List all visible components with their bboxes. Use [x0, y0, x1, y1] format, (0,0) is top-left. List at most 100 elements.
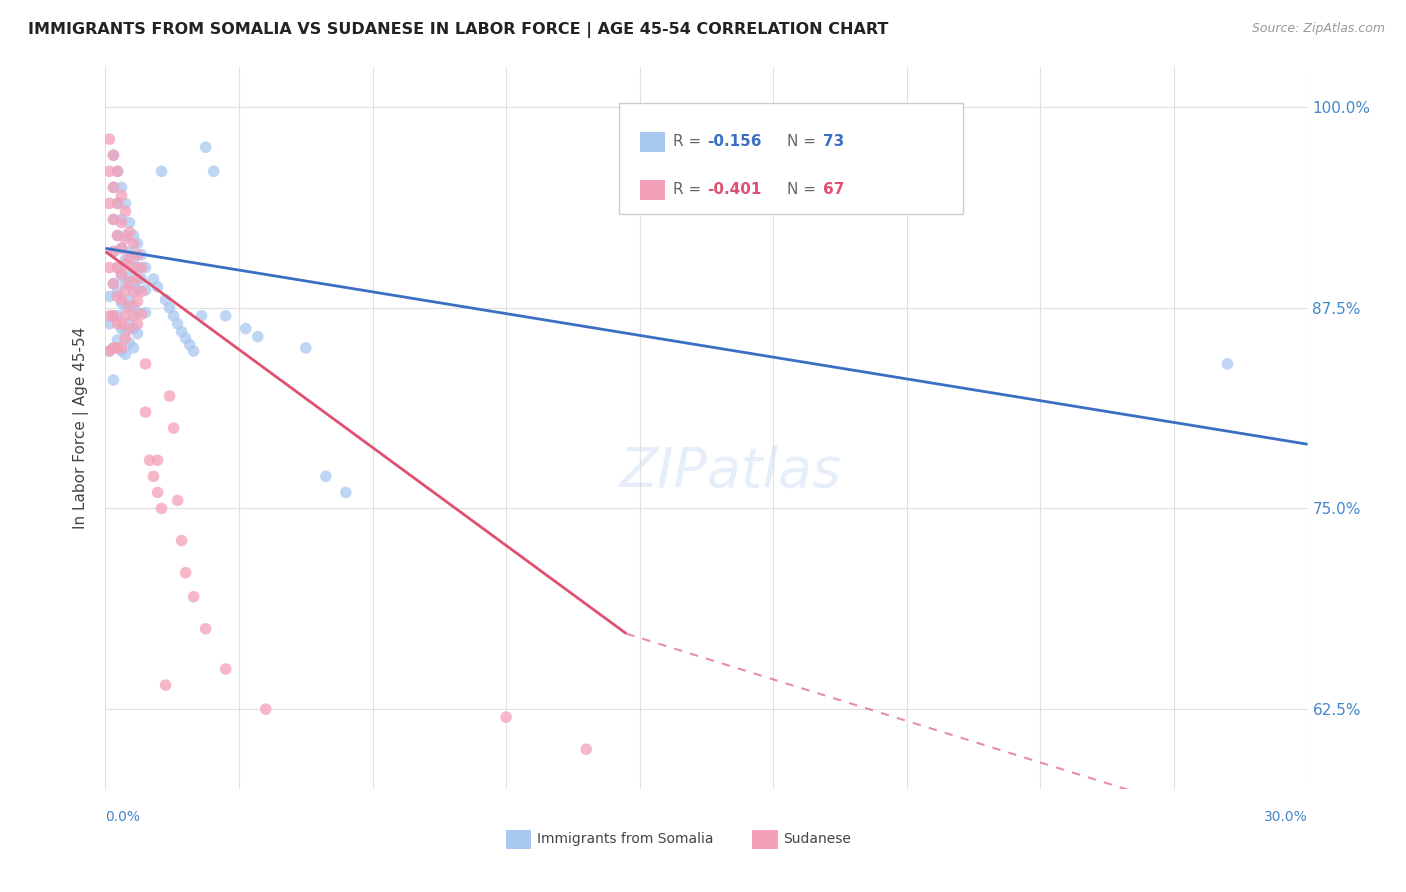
Point — [114, 228, 136, 243]
Point — [122, 299, 145, 313]
Text: R =: R = — [673, 134, 707, 149]
Text: IMMIGRANTS FROM SOMALIA VS SUDANESE IN LABOR FORCE | AGE 45-54 CORRELATION CHART: IMMIGRANTS FROM SOMALIA VS SUDANESE IN L… — [28, 22, 889, 38]
Point — [103, 212, 125, 227]
Point — [131, 307, 153, 321]
Point — [110, 241, 132, 255]
Point — [202, 164, 225, 178]
Point — [127, 305, 149, 319]
Point — [194, 140, 217, 154]
Point — [118, 315, 141, 329]
Point — [162, 309, 184, 323]
Point — [150, 164, 173, 178]
Point — [110, 293, 132, 307]
Point — [107, 164, 129, 178]
Point — [127, 326, 149, 341]
Point — [98, 196, 121, 211]
Point — [114, 277, 136, 291]
Point — [155, 678, 177, 692]
Point — [159, 389, 181, 403]
Point — [246, 329, 269, 343]
Point — [107, 317, 129, 331]
Point — [138, 453, 160, 467]
Point — [194, 622, 217, 636]
Point — [98, 260, 121, 275]
Point — [179, 337, 201, 351]
Point — [114, 232, 136, 246]
Text: ZIPatlas: ZIPatlas — [620, 445, 842, 498]
Point — [110, 296, 132, 310]
Point — [122, 341, 145, 355]
Point — [122, 321, 145, 335]
Point — [118, 251, 141, 265]
Point — [110, 317, 132, 331]
Point — [122, 285, 145, 299]
Text: 67: 67 — [823, 182, 844, 197]
Point — [118, 299, 141, 313]
Point — [166, 317, 188, 331]
Point — [98, 164, 121, 178]
Point — [131, 285, 153, 299]
Point — [103, 373, 125, 387]
Point — [103, 341, 125, 355]
Point — [103, 277, 125, 291]
Point — [110, 241, 132, 255]
Point — [127, 283, 149, 297]
Point — [114, 347, 136, 361]
Point — [98, 132, 121, 146]
Point — [122, 277, 145, 291]
Point — [135, 405, 157, 419]
Point — [146, 485, 169, 500]
Point — [118, 225, 141, 239]
Point — [114, 331, 136, 345]
Point — [146, 453, 169, 467]
Point — [107, 228, 129, 243]
Point — [150, 501, 173, 516]
Point — [131, 272, 153, 286]
Point — [174, 566, 197, 580]
Point — [183, 590, 205, 604]
Point — [122, 260, 145, 275]
Point — [127, 236, 149, 251]
Point — [135, 305, 157, 319]
Text: Sudanese: Sudanese — [783, 832, 851, 847]
Point — [155, 293, 177, 307]
Point — [135, 357, 157, 371]
Point — [98, 344, 121, 359]
Point — [146, 280, 169, 294]
Point — [135, 260, 157, 275]
Point — [107, 228, 129, 243]
Point — [114, 283, 136, 297]
Point — [118, 268, 141, 283]
Point — [114, 325, 136, 339]
Point — [98, 317, 121, 331]
Point — [190, 309, 212, 323]
Text: N =: N = — [787, 182, 821, 197]
Point — [114, 301, 136, 315]
Point — [107, 289, 129, 303]
Point — [122, 309, 145, 323]
Point — [118, 275, 141, 289]
Point — [110, 341, 132, 355]
Text: 73: 73 — [823, 134, 844, 149]
Point — [107, 196, 129, 211]
Point — [118, 293, 141, 307]
Point — [118, 216, 141, 230]
Point — [103, 309, 125, 323]
Point — [142, 272, 165, 286]
Point — [103, 148, 125, 162]
Point — [98, 289, 121, 303]
Point — [131, 248, 153, 262]
Point — [110, 321, 132, 335]
Point — [114, 252, 136, 267]
Point — [103, 180, 125, 194]
Text: -0.401: -0.401 — [707, 182, 762, 197]
Point — [122, 228, 145, 243]
Text: 0.0%: 0.0% — [105, 810, 141, 824]
Text: Source: ZipAtlas.com: Source: ZipAtlas.com — [1251, 22, 1385, 36]
Point — [127, 248, 149, 262]
Point — [107, 285, 129, 299]
Point — [127, 272, 149, 286]
Point — [166, 493, 188, 508]
Point — [103, 244, 125, 259]
Point — [495, 710, 517, 724]
